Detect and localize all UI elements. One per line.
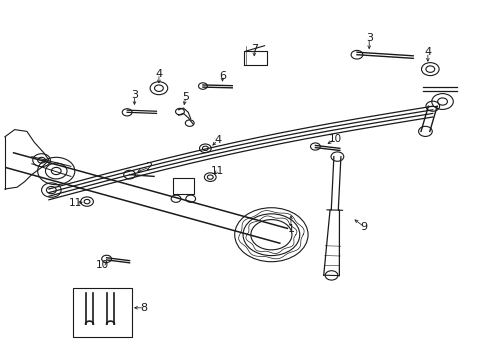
Text: 10: 10 <box>328 134 341 144</box>
Text: 11: 11 <box>69 198 82 208</box>
Text: 11: 11 <box>210 166 224 176</box>
Text: 3: 3 <box>365 33 372 43</box>
Text: 1: 1 <box>287 224 294 234</box>
Text: 3: 3 <box>131 90 138 100</box>
Text: 6: 6 <box>219 71 225 81</box>
Text: 7: 7 <box>250 44 257 54</box>
Text: 5: 5 <box>182 92 189 102</box>
Text: 2: 2 <box>145 162 152 172</box>
Text: 8: 8 <box>141 303 147 313</box>
Text: 9: 9 <box>360 222 367 232</box>
Bar <box>173 178 193 194</box>
Text: 10: 10 <box>96 260 109 270</box>
Bar <box>73 288 132 337</box>
Text: 4: 4 <box>155 69 162 79</box>
Text: 4: 4 <box>424 47 430 57</box>
Text: 4: 4 <box>214 135 221 145</box>
